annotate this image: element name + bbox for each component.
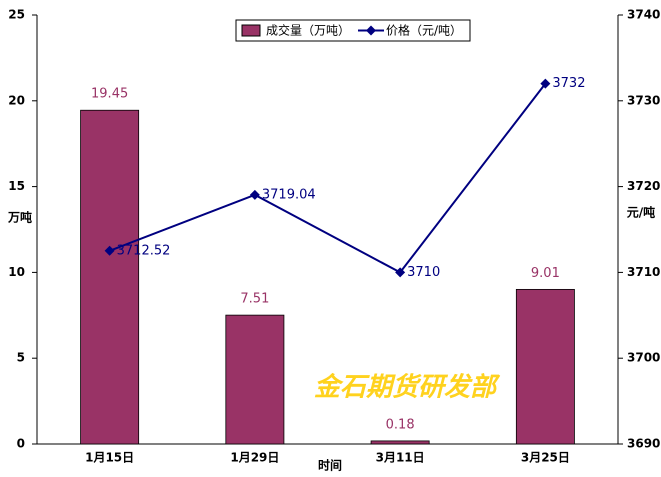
y2-tick-label: 3710 [627,265,660,279]
y2-axis-label: 元/吨 [627,205,655,220]
bar [370,440,430,445]
y-tick-label: 0 [17,437,25,451]
data-label: 3719.04 [262,187,316,202]
data-label: 0.18 [386,417,415,432]
x-tick-label: 3月25日 [521,451,570,465]
y-tick-label: 5 [17,351,25,365]
y2-tick-label: 3700 [627,351,660,365]
data-label: 3732 [552,76,585,91]
x-tick-label: 1月15日 [85,451,134,465]
data-label: 3710 [407,265,440,280]
x-axis-label: 时间 [318,458,342,473]
y2-tick-label: 3730 [627,93,660,107]
legend-marker [366,25,376,36]
y2-tick-label: 3740 [627,8,660,22]
y-tick-label: 20 [8,93,25,107]
legend-label: 成交量（万吨） [266,23,350,38]
bar [225,314,285,445]
y-tick-label: 25 [8,8,25,22]
data-label: 7.51 [240,292,269,307]
bar [80,109,140,445]
marker [540,78,551,89]
data-label: 19.45 [91,87,128,102]
x-tick-label: 3月11日 [376,451,425,465]
watermark: 金石期货研发部 [314,373,501,403]
legend-box [235,19,471,42]
y-tick-label: 15 [8,179,25,193]
y-tick-label: 10 [8,265,25,279]
y-axis-label: 万吨 [7,210,32,225]
x-tick-label: 1月29日 [230,451,279,465]
marker [249,189,260,200]
data-label: 3712.52 [117,243,171,258]
marker [104,245,115,256]
legend-label: 价格（元/吨） [386,23,462,38]
y2-tick-label: 3690 [627,437,660,451]
y2-tick-label: 3720 [627,179,660,193]
data-label: 9.01 [531,266,560,281]
bar [515,288,575,445]
line [109,83,547,274]
legend-swatch [241,24,261,37]
marker [395,267,406,278]
